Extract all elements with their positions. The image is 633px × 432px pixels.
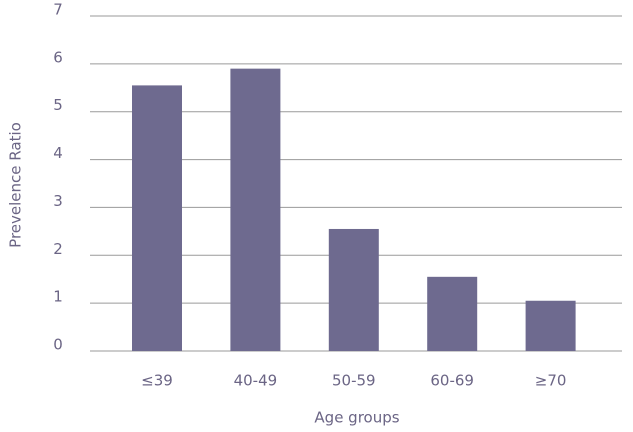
y-tick-label: 5 — [53, 96, 63, 114]
bar — [230, 68, 281, 352]
bar — [132, 85, 182, 352]
y-axis-label: Prevelence Ratio — [7, 122, 25, 248]
y-tick-label: 4 — [53, 144, 63, 162]
x-tick-label: ≥70 — [535, 372, 567, 390]
y-tick-label: 2 — [53, 240, 63, 258]
y-tick-label: 7 — [53, 1, 63, 19]
bar — [525, 300, 576, 351]
bar — [427, 276, 478, 351]
x-tick-label: 40-49 — [234, 372, 278, 390]
y-tick-label: 0 — [53, 336, 63, 354]
x-tick-label: 50-59 — [332, 372, 376, 390]
x-axis-label: Age groups — [314, 409, 399, 427]
y-tick-label: 1 — [53, 288, 63, 306]
x-tick-label: ≤39 — [141, 372, 173, 390]
y-tick-label: 6 — [53, 48, 63, 66]
y-tick-label: 3 — [53, 192, 63, 210]
bar — [328, 228, 379, 351]
x-tick-label: 60-69 — [430, 372, 474, 390]
